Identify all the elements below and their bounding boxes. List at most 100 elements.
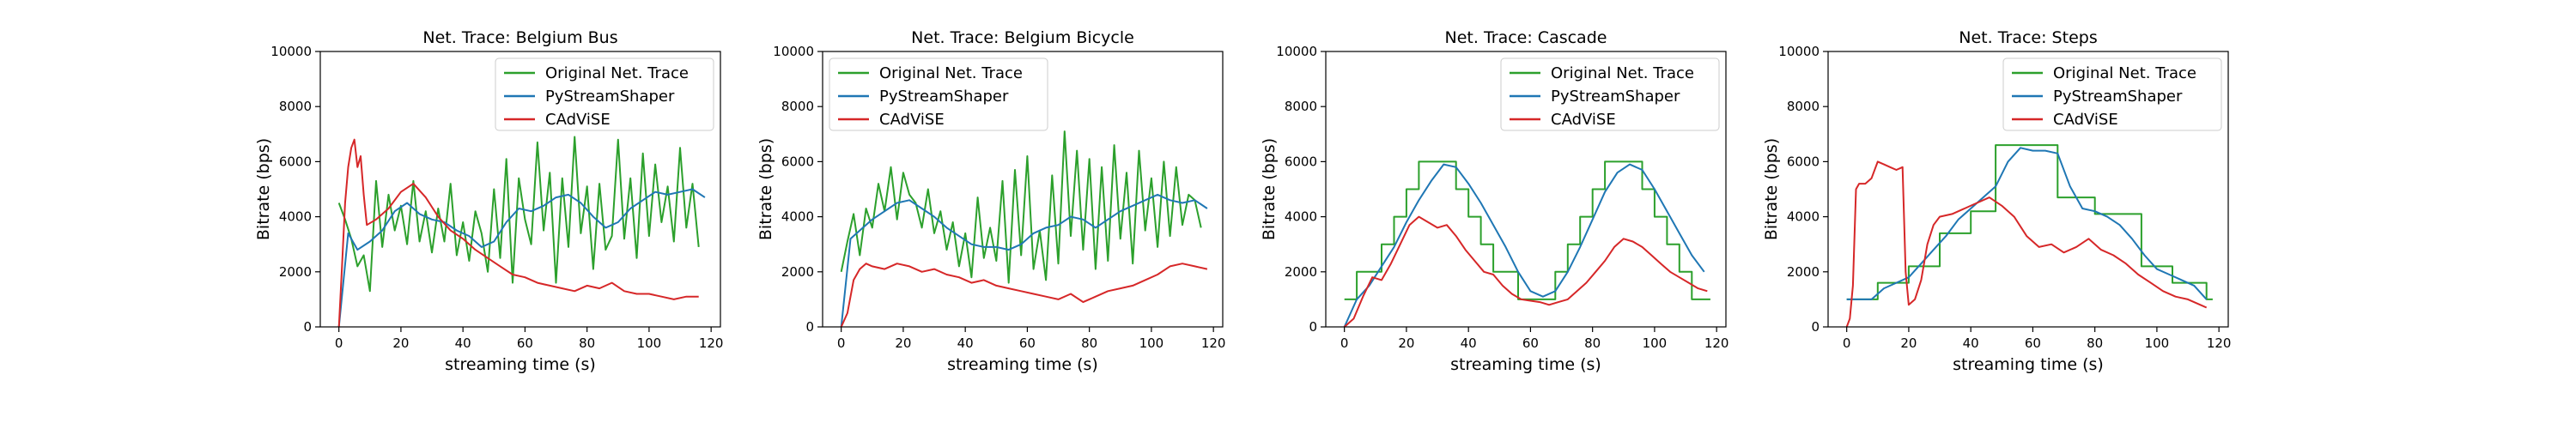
y-tick-label: 6000: [1285, 154, 1317, 169]
series-line-original: [1344, 160, 1710, 300]
chart-panel: 0 20 40 60 80 100 120 0 2000 4000 6000 8000 10000 Net…: [1260, 28, 1728, 374]
x-tick-label: 40: [1963, 335, 1979, 351]
x-tick-label: 0: [335, 335, 343, 351]
legend-box: [1500, 57, 1720, 131]
chart-title: Net. Trace: Steps: [1959, 28, 2097, 47]
series-line-cadvise: [337, 138, 699, 327]
series-line-original: [337, 136, 700, 293]
legend-label: CAdViSE: [2053, 111, 2118, 129]
legend: Original Net. Trace PyStreamShaper CAdViSE: [829, 57, 1048, 131]
x-tick-label: 120: [1704, 335, 1729, 351]
y-axis-label: Bitrate (bps): [1260, 138, 1279, 240]
series-group: [840, 130, 1208, 327]
legend-label: CAdViSE: [1551, 111, 1616, 129]
y-tick-label: 2000: [781, 264, 814, 280]
series-group: [1845, 144, 2213, 327]
plot-frame: [319, 51, 721, 328]
x-tick-label: 0: [1843, 335, 1851, 351]
x-tick-label: 120: [1201, 335, 1226, 351]
x-axis-label: streaming time (s): [445, 355, 596, 374]
x-axis-label: streaming time (s): [1450, 355, 1601, 374]
x-tick-label: 40: [957, 335, 974, 351]
legend-label: PyStreamShaper: [1551, 88, 1680, 106]
y-tick-label: 4000: [781, 209, 814, 225]
series-line-pystreamshaper: [1846, 147, 2208, 300]
series-line-cadvise: [1845, 160, 2208, 327]
legend-label: Original Net. Trace: [879, 64, 1023, 82]
y-tick-label: 4000: [1787, 209, 1820, 225]
y-tick-label: 10000: [1778, 44, 1820, 59]
x-tick-label: 120: [699, 335, 724, 351]
x-tick-label: 40: [455, 335, 471, 351]
plot-frame: [1325, 51, 1727, 328]
chart-title: Net. Trace: Cascade: [1445, 28, 1607, 47]
chart-title: Net. Trace: Belgium Bicycle: [911, 28, 1134, 47]
x-tick-label: 100: [637, 335, 662, 351]
series-line-cadvise: [1344, 215, 1708, 327]
y-tick-label: 2000: [279, 264, 312, 280]
x-tick-label: 80: [1584, 335, 1601, 351]
x-tick-label: 20: [392, 335, 409, 351]
legend-box: [495, 57, 714, 131]
x-tick-label: 80: [2087, 335, 2103, 351]
y-tick-label: 6000: [279, 154, 312, 169]
legend: Original Net. Trace PyStreamShaper CAdViSE: [1500, 57, 1720, 131]
series-line-pystreamshaper: [840, 193, 1208, 327]
y-tick-label: 2000: [1787, 264, 1820, 280]
x-tick-label: 100: [2145, 335, 2170, 351]
x-tick-label: 20: [1398, 335, 1414, 351]
x-tick-label: 60: [1019, 335, 1036, 351]
y-axis-label: Bitrate (bps): [1762, 138, 1781, 240]
series-line-pystreamshaper: [1343, 163, 1705, 327]
x-tick-label: 100: [1139, 335, 1164, 351]
plot-frame: [822, 51, 1224, 328]
y-tick-label: 8000: [1285, 99, 1317, 114]
x-tick-label: 80: [579, 335, 595, 351]
series-line-original: [1846, 144, 2213, 300]
y-tick-label: 6000: [781, 154, 814, 169]
chart-title: Net. Trace: Belgium Bus: [422, 28, 617, 47]
y-axis-label: Bitrate (bps): [756, 138, 775, 240]
legend-label: Original Net. Trace: [545, 64, 689, 82]
legend-label: Original Net. Trace: [2053, 64, 2196, 82]
y-tick-label: 10000: [1276, 44, 1317, 59]
x-tick-label: 0: [1340, 335, 1349, 351]
x-tick-label: 20: [895, 335, 911, 351]
series-group: [1343, 160, 1710, 327]
series-line-pystreamshaper: [337, 188, 706, 327]
x-tick-label: 100: [1643, 335, 1668, 351]
legend-box: [2002, 57, 2222, 131]
legend-label: PyStreamShaper: [2053, 88, 2183, 106]
series-group: [337, 136, 706, 327]
legend-label: CAdViSE: [879, 111, 945, 129]
series-line-cadvise: [840, 263, 1208, 327]
x-tick-label: 120: [2207, 335, 2232, 351]
y-tick-label: 2000: [1285, 264, 1317, 280]
y-tick-label: 0: [805, 319, 814, 335]
y-tick-label: 4000: [1285, 209, 1317, 225]
plot-frame: [1827, 51, 2229, 328]
y-tick-label: 4000: [279, 209, 312, 225]
chart-panel: 0 20 40 60 80 100 120 0 2000 4000 6000 8000 10000 Net…: [756, 28, 1225, 374]
y-axis-label: Bitrate (bps): [254, 138, 273, 240]
y-tick-label: 0: [303, 319, 312, 335]
y-tick-label: 10000: [270, 44, 312, 59]
legend-label: PyStreamShaper: [545, 88, 675, 106]
legend-label: PyStreamShaper: [879, 88, 1009, 106]
y-tick-label: 8000: [279, 99, 312, 114]
chart-panel: 0 20 40 60 80 100 120 0 2000 4000 6000 8000 10000 Net…: [1762, 28, 2231, 374]
y-tick-label: 10000: [773, 44, 814, 59]
x-tick-label: 40: [1461, 335, 1477, 351]
y-tick-label: 8000: [781, 99, 814, 114]
y-tick-label: 6000: [1787, 154, 1820, 169]
legend-label: CAdViSE: [545, 111, 611, 129]
series-line-original: [840, 130, 1202, 284]
x-axis-label: streaming time (s): [947, 355, 1098, 374]
x-tick-label: 20: [1900, 335, 1917, 351]
y-tick-label: 0: [1309, 319, 1317, 335]
x-tick-label: 60: [1522, 335, 1539, 351]
legend: Original Net. Trace PyStreamShaper CAdViSE: [2002, 57, 2222, 131]
x-tick-label: 0: [837, 335, 846, 351]
x-tick-label: 60: [2025, 335, 2041, 351]
